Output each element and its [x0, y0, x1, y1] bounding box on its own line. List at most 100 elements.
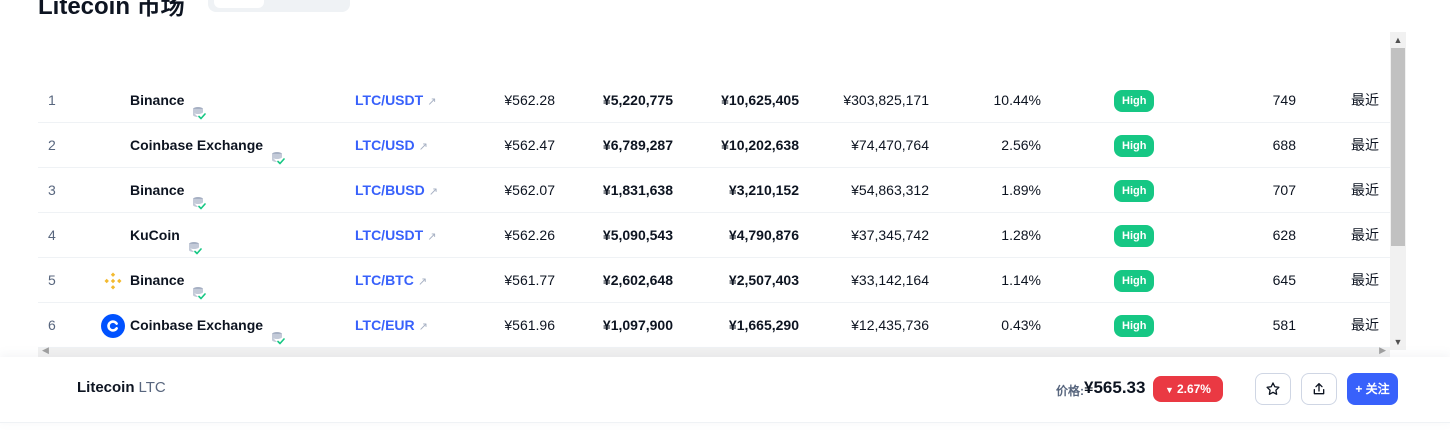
- price-change-value: 2.67%: [1176, 382, 1211, 396]
- exchange-link[interactable]: Coinbase Exchange: [130, 303, 285, 348]
- pair-label: LTC/USD: [355, 137, 415, 153]
- price-cell: ¥562.26: [504, 227, 555, 243]
- scroll-right-arrow[interactable]: ▶: [1379, 345, 1386, 355]
- scroll-down-arrow[interactable]: ▼: [1393, 337, 1403, 347]
- price-cell: ¥561.77: [504, 272, 555, 288]
- table-row[interactable]: 4 KuCoin LTC/USDT ↗ ¥562.26 ¥5,090,543 ¥4,790,…: [38, 213, 1390, 258]
- volume-share-cell: 1.14%: [1001, 272, 1041, 288]
- exchange-link[interactable]: Binance: [130, 258, 207, 303]
- depth-plus-cell: ¥5,090,543: [602, 227, 673, 243]
- depth-plus-cell: ¥6,789,287: [602, 137, 673, 153]
- volume-cell: ¥12,435,736: [851, 317, 929, 333]
- pair-link[interactable]: LTC/USD ↗: [355, 123, 428, 168]
- rank-cell: 6: [48, 317, 56, 333]
- depth-minus-cell: ¥10,202,638: [721, 137, 799, 153]
- pair-label: LTC/BTC: [355, 272, 414, 288]
- confidence-cell: High: [1114, 78, 1155, 123]
- vertical-scrollbar[interactable]: ▲ ▼: [1390, 32, 1406, 350]
- liquidity-cell: 688: [1272, 137, 1296, 153]
- confidence-cell: High: [1114, 303, 1155, 348]
- volume-cell: ¥303,825,171: [843, 92, 929, 108]
- confidence-badge: High: [1114, 315, 1155, 338]
- page-heading: Litecoin 市场: [38, 0, 185, 20]
- volume-share-cell: 1.28%: [1001, 227, 1041, 243]
- rank-cell: 4: [48, 227, 56, 243]
- pair-link[interactable]: LTC/USDT ↗: [355, 78, 436, 123]
- volume-share-cell: 10.44%: [993, 92, 1041, 108]
- price-cell: ¥561.96: [504, 317, 555, 333]
- markets-table: 1 Binance LTC/USDT ↗ ¥562.28 ¥5,220,775 ¥10,62…: [38, 32, 1406, 360]
- updated-cell: 最近: [1351, 272, 1379, 288]
- pair-label: LTC/EUR: [355, 317, 415, 333]
- confidence-badge: High: [1114, 225, 1155, 248]
- scrollbar-thumb[interactable]: [1391, 48, 1405, 246]
- price-change-badge: ▼ 2.67%: [1153, 376, 1223, 402]
- pair-link[interactable]: LTC/EUR ↗: [355, 303, 428, 348]
- depth-minus-cell: ¥2,507,403: [728, 272, 799, 288]
- depth-plus-cell: ¥2,602,648: [602, 272, 673, 288]
- view-toggle[interactable]: [208, 0, 350, 12]
- exchange-name: Binance: [130, 92, 185, 108]
- depth-minus-cell: ¥4,790,876: [728, 227, 799, 243]
- volume-share-cell: 2.56%: [1001, 137, 1041, 153]
- scroll-left-arrow[interactable]: ◀: [42, 345, 49, 355]
- table-row[interactable]: 6 Coinbase Exchange LTC/EUR ↗ ¥561.96 ¥1,097,…: [38, 303, 1390, 348]
- price-cell: ¥562.47: [504, 137, 555, 153]
- caret-down-icon: ▼: [1165, 385, 1174, 395]
- updated-cell: 最近: [1351, 182, 1379, 198]
- exchange-link[interactable]: Binance: [130, 78, 207, 123]
- exchange-name: Coinbase Exchange: [130, 137, 264, 153]
- confidence-badge: High: [1114, 270, 1155, 293]
- depth-minus-cell: ¥3,210,152: [728, 182, 799, 198]
- coinbase-logo: [100, 303, 126, 348]
- database-check-icon: [188, 228, 202, 255]
- rank-cell: 2: [48, 137, 56, 153]
- external-link-icon: ↗: [418, 141, 428, 153]
- table-row[interactable]: 2 Coinbase Exchange LTC/USD ↗ ¥562.47 ¥6,789,…: [38, 123, 1390, 168]
- share-button[interactable]: [1301, 373, 1337, 405]
- exchange-name: KuCoin: [130, 227, 180, 243]
- external-link-icon: ↗: [427, 231, 437, 243]
- follow-button[interactable]: + 关注: [1347, 373, 1398, 405]
- star-icon: [1266, 382, 1280, 395]
- pair-label: LTC/USDT: [355, 92, 424, 108]
- database-check-icon: [192, 93, 207, 120]
- updated-cell: 最近: [1351, 227, 1379, 243]
- toggle-knob[interactable]: [214, 0, 264, 8]
- binance-logo: [100, 258, 126, 303]
- confidence-cell: High: [1114, 258, 1155, 303]
- horizontal-scrollbar[interactable]: ◀ ▶: [38, 345, 1390, 358]
- table-row[interactable]: 5 Binance LTC/BTC ↗ ¥561.77 ¥2,602,648 ¥2,507,…: [38, 258, 1390, 303]
- volume-cell: ¥54,863,312: [851, 182, 929, 198]
- liquidity-cell: 707: [1272, 182, 1296, 198]
- pair-label: LTC/BUSD: [355, 182, 425, 198]
- database-check-icon: [271, 138, 285, 165]
- volume-share-cell: 0.43%: [1001, 317, 1041, 333]
- price-label: 价格:: [1056, 384, 1084, 398]
- confidence-badge: High: [1114, 135, 1155, 158]
- table-row[interactable]: 1 Binance LTC/USDT ↗ ¥562.28 ¥5,220,775 ¥10,62…: [38, 78, 1390, 123]
- pair-link[interactable]: LTC/BUSD ↗: [355, 168, 438, 213]
- database-check-icon: [192, 183, 207, 210]
- table-row[interactable]: 3 Binance LTC/BUSD ↗ ¥562.07 ¥1,831,638 ¥3,210…: [38, 168, 1390, 213]
- confidence-cell: High: [1114, 168, 1155, 213]
- volume-share-cell: 1.89%: [1001, 182, 1041, 198]
- pair-link[interactable]: LTC/USDT ↗: [355, 213, 436, 258]
- exchange-name: Binance: [130, 272, 185, 288]
- watchlist-star-button[interactable]: [1255, 373, 1291, 405]
- pair-link[interactable]: LTC/BTC ↗: [355, 258, 427, 303]
- liquidity-cell: 749: [1272, 92, 1296, 108]
- external-link-icon: ↗: [427, 96, 437, 108]
- rank-cell: 3: [48, 182, 56, 198]
- scroll-up-arrow[interactable]: ▲: [1393, 35, 1403, 45]
- confidence-badge: High: [1114, 180, 1155, 203]
- price-cell: ¥562.07: [504, 182, 555, 198]
- exchange-link[interactable]: KuCoin: [130, 213, 202, 258]
- exchange-link[interactable]: Binance: [130, 168, 207, 213]
- depth-plus-cell: ¥5,220,775: [602, 92, 673, 108]
- confidence-cell: High: [1114, 213, 1155, 258]
- price-cell: ¥562.28: [504, 92, 555, 108]
- exchange-link[interactable]: Coinbase Exchange: [130, 123, 285, 168]
- confidence-badge: High: [1114, 90, 1155, 113]
- sticky-coin-bar: Litecoin LTC 价格: ¥565.33 ▼ 2.67% + 关注: [0, 357, 1450, 423]
